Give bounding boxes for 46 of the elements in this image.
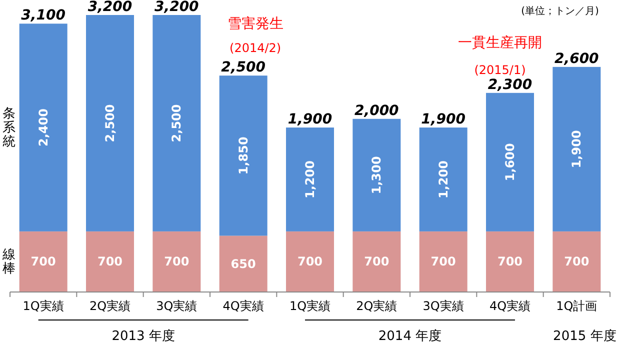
x-tick-label: 1Q実績 [289, 299, 331, 313]
data-label: 700 [564, 254, 590, 269]
data-label: 700 [97, 254, 123, 269]
annotation: (単位；トン／月) [521, 5, 599, 17]
data-label: 650 [230, 256, 256, 271]
x-tick-label: 3Q実績 [156, 299, 198, 313]
data-label: 1,850 [236, 136, 250, 175]
x-tick-label: 3Q実績 [422, 299, 464, 313]
total-label: 3,200 [88, 0, 132, 15]
data-label: 1,900 [570, 130, 584, 168]
total-label: 2,600 [554, 50, 600, 67]
annotation: 一貫生産再開 [458, 35, 542, 51]
series-label: 条系統 [2, 106, 16, 150]
data-label: 1,300 [370, 156, 384, 194]
total-label: 2,300 [488, 76, 532, 93]
total-label: 1,900 [421, 112, 466, 128]
x-tick-label: 2Q実績 [89, 299, 131, 313]
x-tick-label: 2Q実績 [356, 299, 398, 313]
x-tick-label: 1Q計画 [556, 299, 598, 313]
data-label: 700 [430, 254, 456, 269]
data-label: 2,500 [103, 104, 117, 142]
text: 2013 年度 [112, 328, 175, 344]
annotation: (2014/2) [230, 41, 282, 55]
data-label: 700 [364, 254, 390, 269]
data-label: 1,200 [303, 160, 317, 198]
data-label: 700 [497, 254, 523, 269]
data-label: 700 [30, 254, 56, 269]
data-label: 1,600 [503, 143, 517, 182]
total-label: 1,900 [288, 112, 332, 128]
total-label: 3,200 [154, 0, 200, 15]
data-label: 700 [297, 254, 323, 269]
data-label: 1,200 [436, 160, 450, 198]
text: 2014 年度 [378, 328, 442, 344]
total-label: 2,000 [354, 102, 400, 119]
x-tick-label: 4Q実績 [489, 299, 531, 313]
total-label: 3,100 [21, 8, 66, 24]
data-label: 700 [164, 254, 190, 269]
total-label: 2,500 [221, 60, 266, 76]
annotation: 雪害発生 [227, 16, 284, 32]
data-label: 2,500 [170, 104, 184, 142]
x-tick-label: 1Q実績 [22, 299, 64, 313]
data-label: 2,400 [36, 108, 50, 147]
series-label: 線棒 [2, 247, 16, 276]
text: 2015 年度 [553, 328, 616, 344]
x-tick-label: 4Q実績 [222, 299, 264, 313]
annotation: (2015/1) [474, 63, 526, 77]
